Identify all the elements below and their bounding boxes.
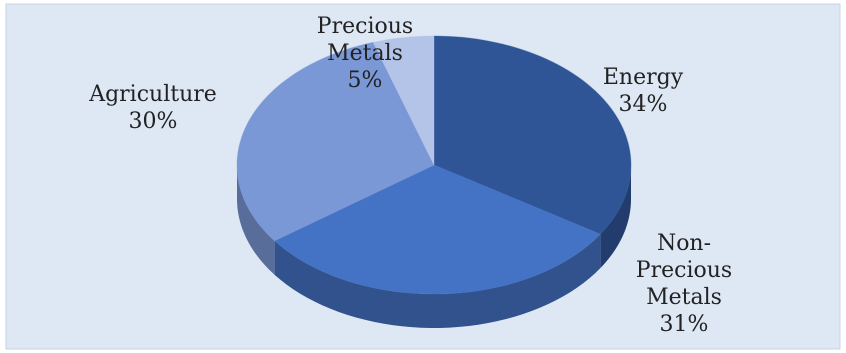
data-label-category: Metals (327, 41, 403, 66)
pie-side-non-precious-metals (274, 234, 601, 328)
pie-slice-non-precious-metals (273, 164, 602, 295)
pie-slice-energy (433, 35, 632, 235)
data-label-category: Energy (603, 65, 684, 90)
data-label-agriculture: Agriculture 30% (88, 82, 217, 134)
data-label-value: 5% (348, 68, 383, 93)
data-label-category: Agriculture (88, 82, 217, 107)
data-label-category: Precious (636, 258, 732, 283)
pie-slice-agriculture (236, 41, 435, 242)
pie-side-energy (600, 165, 631, 269)
data-label-precious-metals: Precious Metals 5% (317, 14, 413, 93)
data-label-non-precious-metals: Non-Precious Metals 31% (636, 231, 732, 337)
pie-side-agriculture (237, 165, 275, 275)
data-label-category: Non- (657, 231, 711, 256)
data-label-category: Metals (646, 285, 722, 310)
data-label-energy: Energy 34% (603, 65, 684, 117)
data-label-value: 34% (619, 92, 668, 117)
data-label-category: Precious (317, 14, 413, 39)
data-label-value: 30% (129, 109, 178, 134)
pie-slice-precious-metals (372, 35, 435, 166)
data-label-value: 31% (660, 312, 709, 337)
